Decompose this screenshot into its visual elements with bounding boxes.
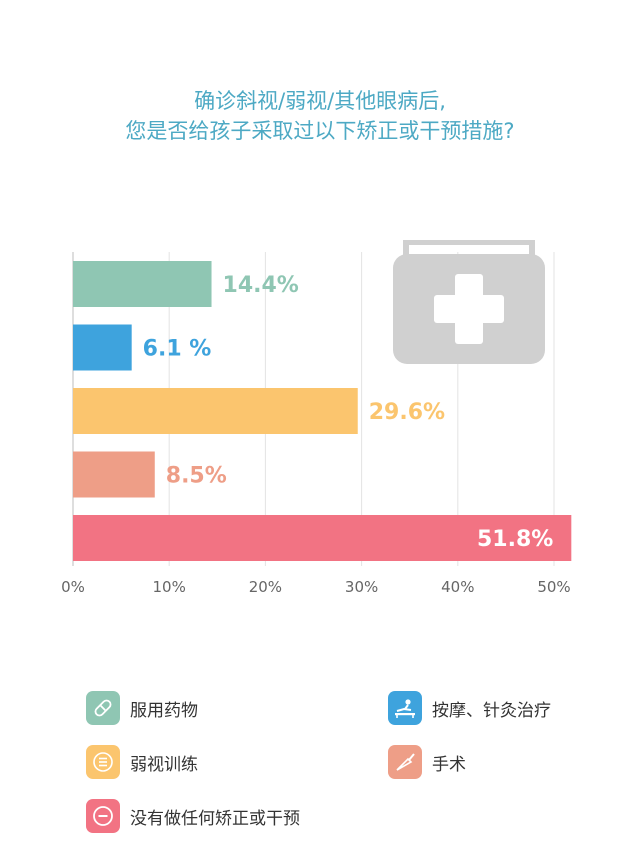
legend-label-massage: 按摩、针灸治疗 [432,700,551,721]
x-tick-label: 20% [249,578,282,596]
scalpel-icon [388,745,422,779]
bar-chart: 0% 10% 20% 30% 40% 50% 14.4% 6.1 % 29.6% 8.5% 51.8… [61,252,572,596]
x-tick-label: 30% [345,578,378,596]
first-aid-kit-icon [393,240,545,364]
legend-label-surgery: 手术 [432,754,466,775]
bar-value-label: 6.1 % [143,337,212,362]
pill-icon [86,691,120,725]
legend-label-none: 没有做任何矫正或干预 [130,808,300,829]
bar-value-label: 8.5% [166,464,227,489]
bar [73,515,572,561]
legend-label-training: 弱视训练 [130,754,198,775]
minus-circle-icon [86,799,120,833]
chart-title: 确诊斜视/弱视/其他眼病后, 您是否给孩子采取过以下矫正或干预措施? [0,86,640,146]
legend-item-training: 弱视训练 [86,744,198,780]
chart-title-line-1: 确诊斜视/弱视/其他眼病后, [194,89,446,113]
legend-item-surgery: 手术 [388,744,466,780]
bar-value-label: 14.4% [223,273,299,298]
x-tick-label: 0% [61,578,85,596]
legend-item-massage: 按摩、针灸治疗 [388,690,551,726]
legend-label-medication: 服用药物 [130,700,198,721]
chart-title-line-2: 您是否给孩子采取过以下矫正或干预措施? [125,119,515,143]
bar [73,261,212,307]
bar-value-label: 29.6% [369,400,445,425]
legend-item-none: 没有做任何矫正或干预 [86,798,300,834]
list-icon [86,745,120,779]
x-tick-label: 10% [153,578,186,596]
legend-item-medication: 服用药物 [86,690,198,726]
bar [73,451,155,498]
bar-value-label: 51.8% [477,527,553,552]
x-tick-label: 40% [441,578,474,596]
x-tick-label: 50% [537,578,570,596]
bar [73,324,132,371]
massage-icon [388,691,422,725]
bar [73,388,358,434]
